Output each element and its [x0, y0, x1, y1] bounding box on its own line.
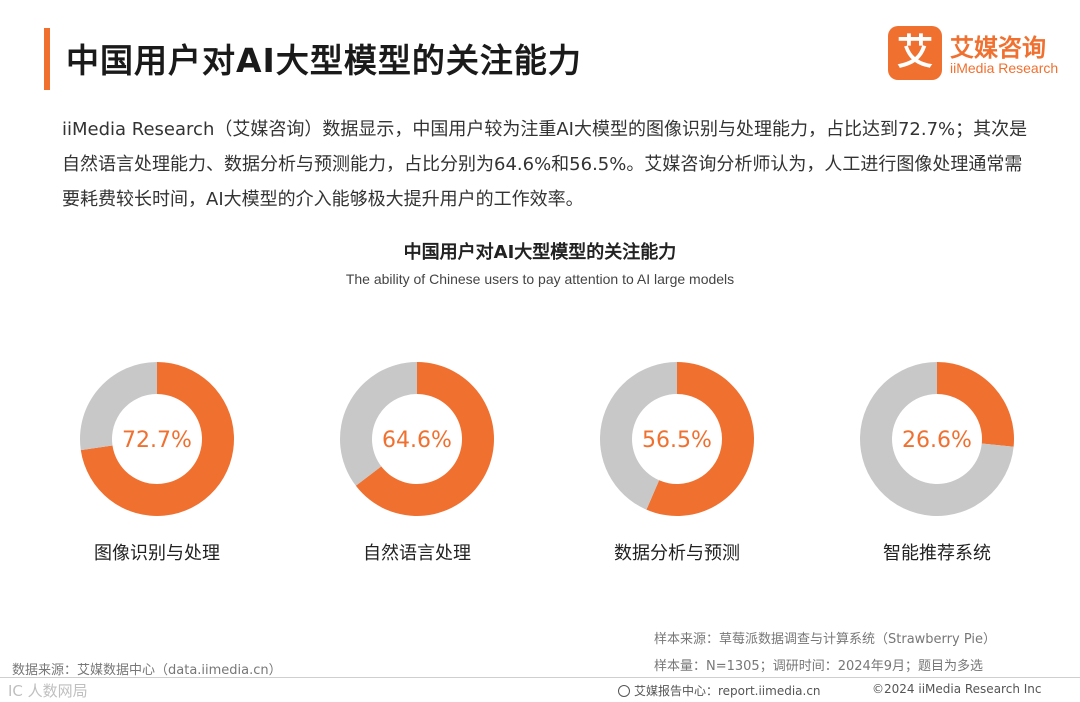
category-label-nlp: 自然语言处理: [363, 543, 471, 564]
sample-info-note: 样本量：N=1305；调研时间：2024年9月；题目为多选: [654, 659, 984, 674]
donut-slice-remainder-1: [340, 362, 417, 486]
donut-slice-remainder-0: [79, 362, 157, 451]
donut-slice-value-1: [355, 362, 494, 516]
chart-subtitle: The ability of Chinese users to pay atte…: [345, 271, 735, 287]
donut-value-label-2: 56.5%: [642, 428, 712, 453]
category-label-image-recognition: 图像识别与处理: [94, 543, 220, 564]
donut-slice-remainder-2: [600, 362, 677, 510]
donut-value-label-3: 26.6%: [902, 428, 972, 453]
category-label-recommendation: 智能推荐系统: [883, 543, 991, 564]
footer-divider: [0, 677, 1080, 678]
globe-icon: [618, 685, 630, 697]
watermark-text: IC 人数网局: [8, 682, 88, 700]
donut-value-label-0: 72.7%: [122, 428, 192, 453]
logo-name-cn: 艾媒咨询: [950, 34, 1046, 62]
copyright: ©2024 iiMedia Research Inc: [872, 682, 1042, 696]
sample-source-note: 样本来源：草莓派数据调查与计算系统（Strawberry Pie）: [654, 632, 996, 647]
logo-name-en: iiMedia Research: [950, 60, 1059, 76]
donut-slice-value-0: [80, 362, 234, 516]
title-accent-bar: [44, 28, 50, 90]
donut-slice-value-2: [646, 362, 754, 516]
data-source-note: 数据来源：艾媒数据中心（data.iimedia.cn）: [12, 663, 282, 678]
report-center: 艾媒报告中心：report.iimedia.cn: [618, 682, 821, 699]
logo-icon: 艾: [888, 26, 942, 80]
description-paragraph: iiMedia Research（艾媒咨询）数据显示，中国用户较为注重AI大模型…: [62, 119, 1028, 210]
brand-logo: 艾 艾媒咨询 iiMedia Research: [888, 26, 1068, 82]
donut-slice-value-3: [937, 362, 1014, 447]
category-label-data-analysis: 数据分析与预测: [614, 543, 740, 564]
donut-slice-remainder-3: [860, 362, 1014, 516]
page-title: 中国用户对AI大型模型的关注能力: [66, 41, 582, 80]
report-center-text: 艾媒报告中心：report.iimedia.cn: [634, 684, 821, 698]
donut-value-label-1: 64.6%: [382, 428, 452, 453]
chart-title: 中国用户对AI大型模型的关注能力: [403, 242, 677, 263]
